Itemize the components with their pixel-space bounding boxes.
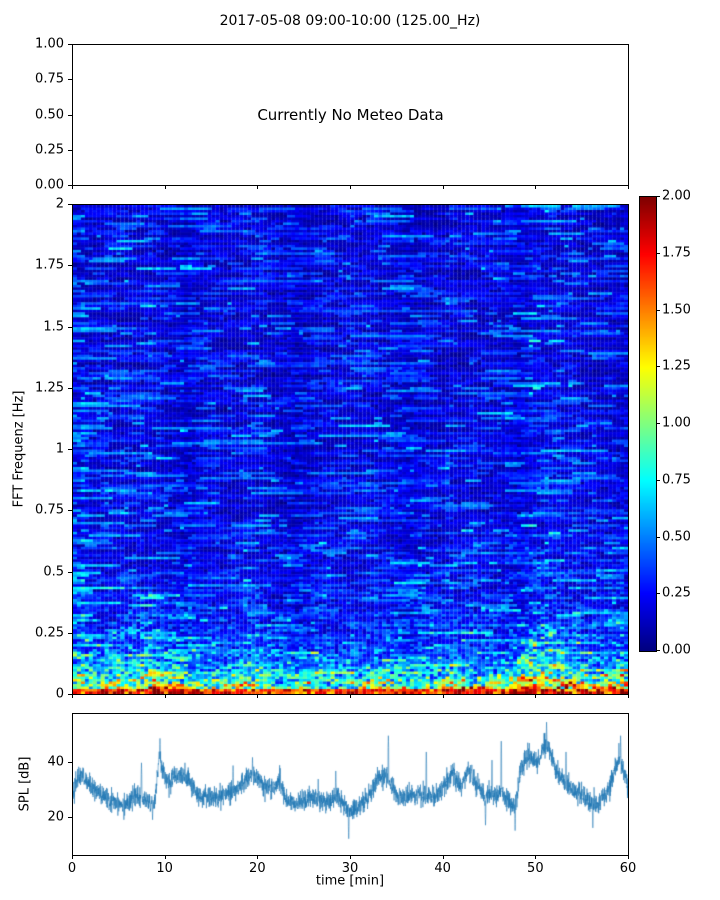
spl-xtick-label: 20: [249, 861, 266, 876]
cbar-tick: [656, 196, 660, 197]
spec-ytick-label: 1.5: [43, 319, 64, 334]
spl-xtick: [350, 855, 351, 859]
spec-ytick-label: 0.25: [35, 625, 64, 641]
meteo-xtick: [443, 185, 444, 189]
spl-trace: [73, 714, 628, 855]
spl-xtick: [165, 855, 166, 859]
meteo-ytick: [68, 185, 72, 186]
spl-xtick-label: 0: [67, 861, 77, 876]
spec-ytick-label: 0: [55, 686, 64, 702]
spl-xtick: [72, 855, 73, 859]
meteo-ytick-label: 1.00: [35, 36, 64, 52]
meteo-ytick-label: 0.75: [35, 71, 64, 87]
cbar-tick: [656, 480, 660, 481]
spl-xtick: [628, 855, 629, 859]
spec-ytick-label: 1.25: [35, 380, 64, 396]
cbar-tick-label: 1.25: [662, 358, 691, 374]
spec-xtick: [257, 694, 258, 698]
spectrogram-panel: [72, 204, 629, 695]
no-meteo-data-text: Currently No Meteo Data: [257, 106, 444, 124]
spec-xtick: [72, 694, 73, 698]
spl-ytick-label: 40: [47, 754, 64, 770]
cbar-tick-label: 1.00: [662, 415, 691, 431]
meteo-ytick-label: 0.00: [35, 177, 64, 193]
spl-xtick: [257, 855, 258, 859]
spl-xtick: [535, 855, 536, 859]
cbar-tick-label: 2.00: [662, 188, 691, 204]
spec-ytick: [68, 694, 72, 695]
x-axis-label: time [min]: [315, 873, 385, 889]
spec-ytick: [68, 265, 72, 266]
spec-ytick: [68, 510, 72, 511]
cbar-tick: [656, 650, 660, 651]
meteo-ytick: [68, 79, 72, 80]
meteo-xtick: [72, 185, 73, 189]
meteo-panel: Currently No Meteo Data: [72, 44, 629, 186]
spl-xtick-label: 60: [619, 861, 637, 876]
spectrogram-heatmap: [73, 205, 628, 694]
spec-ytick-label: 2: [55, 196, 64, 212]
spec-ytick: [68, 633, 72, 634]
cbar-tick-label: 1.75: [662, 245, 691, 261]
spec-xtick: [350, 694, 351, 698]
spl-ytick-label: 20: [47, 809, 64, 825]
cbar-tick: [656, 593, 660, 594]
spec-ytick: [68, 204, 72, 205]
cbar-tick: [656, 366, 660, 367]
spl-ytick: [68, 817, 72, 818]
spl-xtick-label: 10: [156, 861, 173, 876]
meteo-ytick: [68, 44, 72, 45]
meteo-ytick-label: 0.50: [35, 107, 64, 122]
meteo-xtick: [257, 185, 258, 189]
spec-ytick: [68, 327, 72, 328]
meteo-ytick: [68, 150, 72, 151]
cbar-tick-label: 0.25: [662, 585, 691, 601]
meteo-xtick: [628, 185, 629, 189]
spec-xtick: [443, 694, 444, 698]
spec-xtick: [165, 694, 166, 698]
cbar-tick: [656, 423, 660, 424]
spl-xtick-label: 30: [341, 861, 359, 876]
cbar-tick-label: 0.00: [662, 642, 691, 658]
cbar-tick: [656, 310, 660, 311]
meteo-xtick: [350, 185, 351, 189]
colorbar-gradient: [640, 197, 656, 651]
spec-xtick: [535, 694, 536, 698]
spl-xtick-label: 50: [527, 861, 544, 876]
spec-ytick-label: 1.75: [35, 257, 64, 273]
spl-xtick: [443, 855, 444, 859]
spec-ytick: [68, 572, 72, 573]
spec-ytick-label: 0.5: [43, 564, 64, 579]
meteo-xtick: [165, 185, 166, 189]
spl-panel: [72, 713, 629, 856]
cbar-tick-label: 1.50: [662, 302, 691, 317]
spl-ytick: [68, 762, 72, 763]
cbar-tick: [656, 537, 660, 538]
cbar-tick: [656, 253, 660, 254]
meteo-ytick: [68, 115, 72, 116]
colorbar: [639, 196, 657, 652]
meteo-ytick-label: 0.25: [35, 142, 64, 158]
cbar-tick-label: 0.75: [662, 472, 691, 488]
spec-ytick: [68, 388, 72, 389]
spec-xtick: [628, 694, 629, 698]
spec-ytick: [68, 449, 72, 450]
meteo-xtick: [535, 185, 536, 189]
spec-ytick-label: 1: [55, 441, 64, 457]
figure-title: 2017-05-08 09:00-10:00 (125.00_Hz): [219, 13, 481, 29]
spec-ytick-label: 0.75: [35, 502, 64, 518]
cbar-tick-label: 0.50: [662, 529, 691, 544]
spl-xtick-label: 40: [434, 861, 451, 876]
